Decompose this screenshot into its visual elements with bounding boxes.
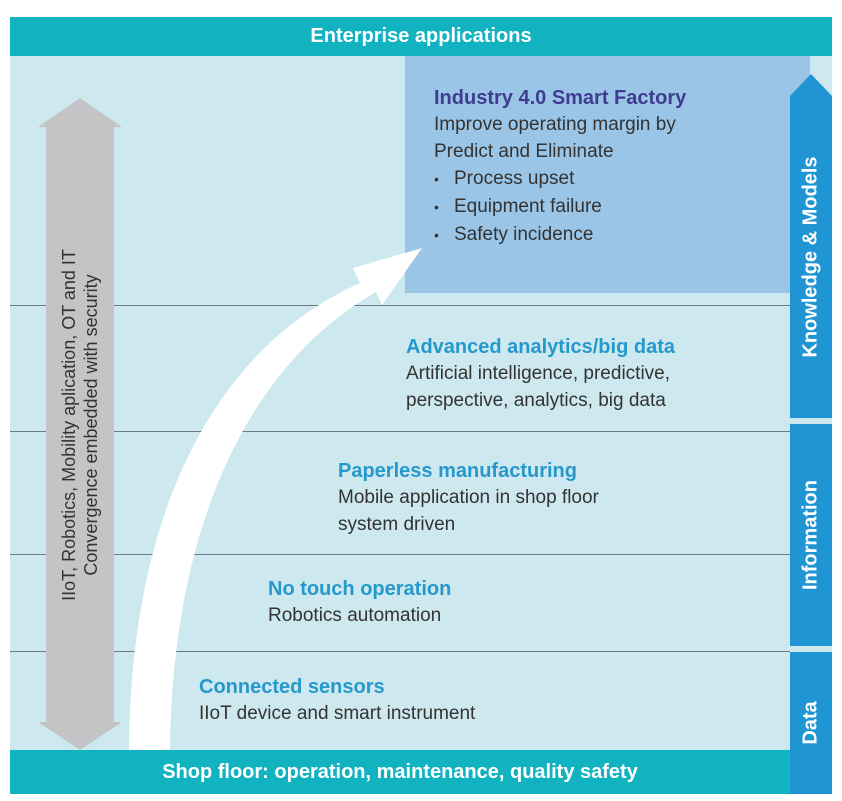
no-touch-desc: Robotics automation [268, 605, 442, 626]
bullet-item: Safety incidence [434, 221, 686, 249]
divider-line [10, 554, 790, 555]
convergence-label-area: IIoT, Robotics, Mobility aplication, OT … [46, 127, 114, 722]
paperless-desc-1: Mobile application in shop floor [338, 487, 599, 508]
grey-double-arrow [38, 98, 122, 750]
convergence-line-1: IIoT, Robotics, Mobility aplication, OT … [59, 248, 79, 601]
smart-factory-text: Industry 4.0 Smart Factory Improve opera… [434, 85, 686, 249]
convergence-line-2: Convergence embedded with security [81, 273, 101, 576]
growth-curve-arrow [129, 248, 422, 750]
divider-line [10, 651, 790, 652]
analytics-title: Advanced analytics/big data [406, 336, 675, 358]
knowledge-arrow-head [790, 74, 832, 96]
smart-factory-desc-2: Predict and Eliminate [434, 141, 614, 162]
sensors-text: Connected sensors IIoT device and smart … [199, 674, 475, 727]
bullet-item: Process upset [434, 165, 686, 193]
shop-floor-label: Shop floor: operation, maintenance, qual… [162, 761, 638, 783]
data-label: Data [799, 701, 822, 745]
enterprise-applications-label: Enterprise applications [310, 25, 532, 47]
paperless-title: Paperless manufacturing [338, 460, 577, 482]
convergence-label: IIoT, Robotics, Mobility aplication, OT … [58, 249, 102, 601]
knowledge-models-segment: Knowledge & Models [790, 96, 832, 418]
shop-floor-bar: Shop floor: operation, maintenance, qual… [10, 750, 790, 794]
divider-line [10, 431, 790, 432]
knowledge-models-label: Knowledge & Models [799, 156, 822, 358]
sensors-title: Connected sensors [199, 676, 385, 698]
analytics-desc-1: Artificial intelligence, predictive, [406, 363, 671, 384]
no-touch-title: No touch operation [268, 578, 452, 600]
smart-factory-desc-1: Improve operating margin by [434, 114, 676, 135]
smart-factory-title: Industry 4.0 Smart Factory [434, 87, 687, 109]
enterprise-applications-bar: Enterprise applications [10, 17, 832, 56]
data-segment: Data [790, 652, 832, 794]
paperless-desc-2: system driven [338, 514, 456, 535]
analytics-text: Advanced analytics/big data Artificial i… [406, 334, 675, 414]
bullet-item: Equipment failure [434, 193, 686, 221]
paperless-text: Paperless manufacturing Mobile applicati… [338, 458, 599, 538]
analytics-desc-2: perspective, analytics, big data [406, 390, 666, 411]
information-segment: Information [790, 424, 832, 646]
smart-factory-bullets: Process upset Equipment failure Safety i… [434, 165, 686, 249]
no-touch-text: No touch operation Robotics automation [268, 576, 451, 629]
information-label: Information [799, 480, 822, 590]
sensors-desc: IIoT device and smart instrument [199, 703, 476, 724]
divider-line [10, 305, 790, 306]
